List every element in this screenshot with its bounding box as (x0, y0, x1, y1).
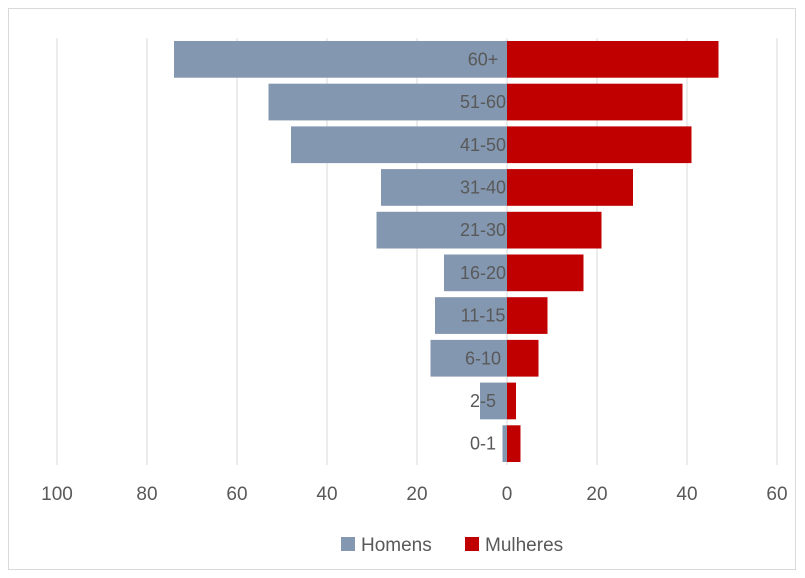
legend-swatch-mulheres (465, 537, 479, 551)
bar-mulheres-60+ (507, 40, 719, 78)
bar-mulheres-31-40 (507, 169, 633, 206)
x-tick-label-8: 60 (766, 484, 787, 505)
legend: Homens Mulheres (341, 535, 563, 556)
category-label-51-60: 51-60 (460, 92, 506, 112)
category-label-16-20: 16-20 (460, 263, 506, 283)
legend-label-homens: Homens (361, 535, 432, 556)
bar-mulheres-41-50 (507, 126, 692, 164)
legend-swatch-homens (341, 537, 355, 551)
legend-label-mulheres: Mulheres (485, 535, 563, 556)
x-tick-label-2: 60 (226, 484, 247, 505)
category-label-2-5: 2-5 (470, 391, 496, 411)
bar-mulheres-6-10 (507, 339, 539, 377)
x-axis-tick-labels: 100 80 60 40 20 0 20 40 60 (41, 484, 787, 505)
category-label-60+: 60+ (468, 49, 499, 69)
bar-mulheres-21-30 (507, 211, 602, 249)
category-label-31-40: 31-40 (460, 177, 506, 197)
x-tick-label-4: 20 (406, 484, 427, 505)
bar-mulheres-51-60 (507, 83, 683, 121)
category-label-11-15: 11-15 (461, 306, 506, 326)
category-label-6-10: 6-10 (465, 348, 501, 368)
category-labels: 60+ 51-60 41-50 31-40 21-30 16-20 11-15 6-10 2-5… (460, 49, 506, 453)
x-tick-label-5: 0 (502, 484, 513, 505)
bar-homens-51-60 (268, 83, 507, 121)
bar-homens-6-10 (430, 339, 507, 377)
x-tick-label-6: 20 (586, 484, 607, 505)
bar-mulheres-2-5 (507, 382, 516, 420)
bar-homens-60+ (174, 40, 507, 78)
bar-homens-31-40 (381, 169, 507, 206)
bar-homens-0-1 (502, 425, 507, 463)
x-tick-label-1: 80 (136, 484, 157, 505)
bar-mulheres-11-15 (507, 297, 548, 334)
category-label-21-30: 21-30 (460, 220, 506, 240)
x-tick-label-0: 100 (41, 484, 73, 505)
bar-homens-21-30 (376, 211, 507, 249)
category-label-0-1: 0-1 (470, 434, 496, 454)
bar-homens-11-15 (435, 297, 507, 334)
x-tick-label-3: 40 (316, 484, 337, 505)
bar-mulheres-16-20 (507, 254, 584, 292)
category-label-41-50: 41-50 (460, 135, 506, 155)
bar-homens-16-20 (444, 254, 507, 292)
x-tick-label-7: 40 (676, 484, 697, 505)
bar-homens-41-50 (291, 126, 507, 164)
bar-mulheres-0-1 (507, 425, 521, 463)
bars (174, 40, 719, 463)
bar-homens-2-5 (480, 382, 507, 420)
